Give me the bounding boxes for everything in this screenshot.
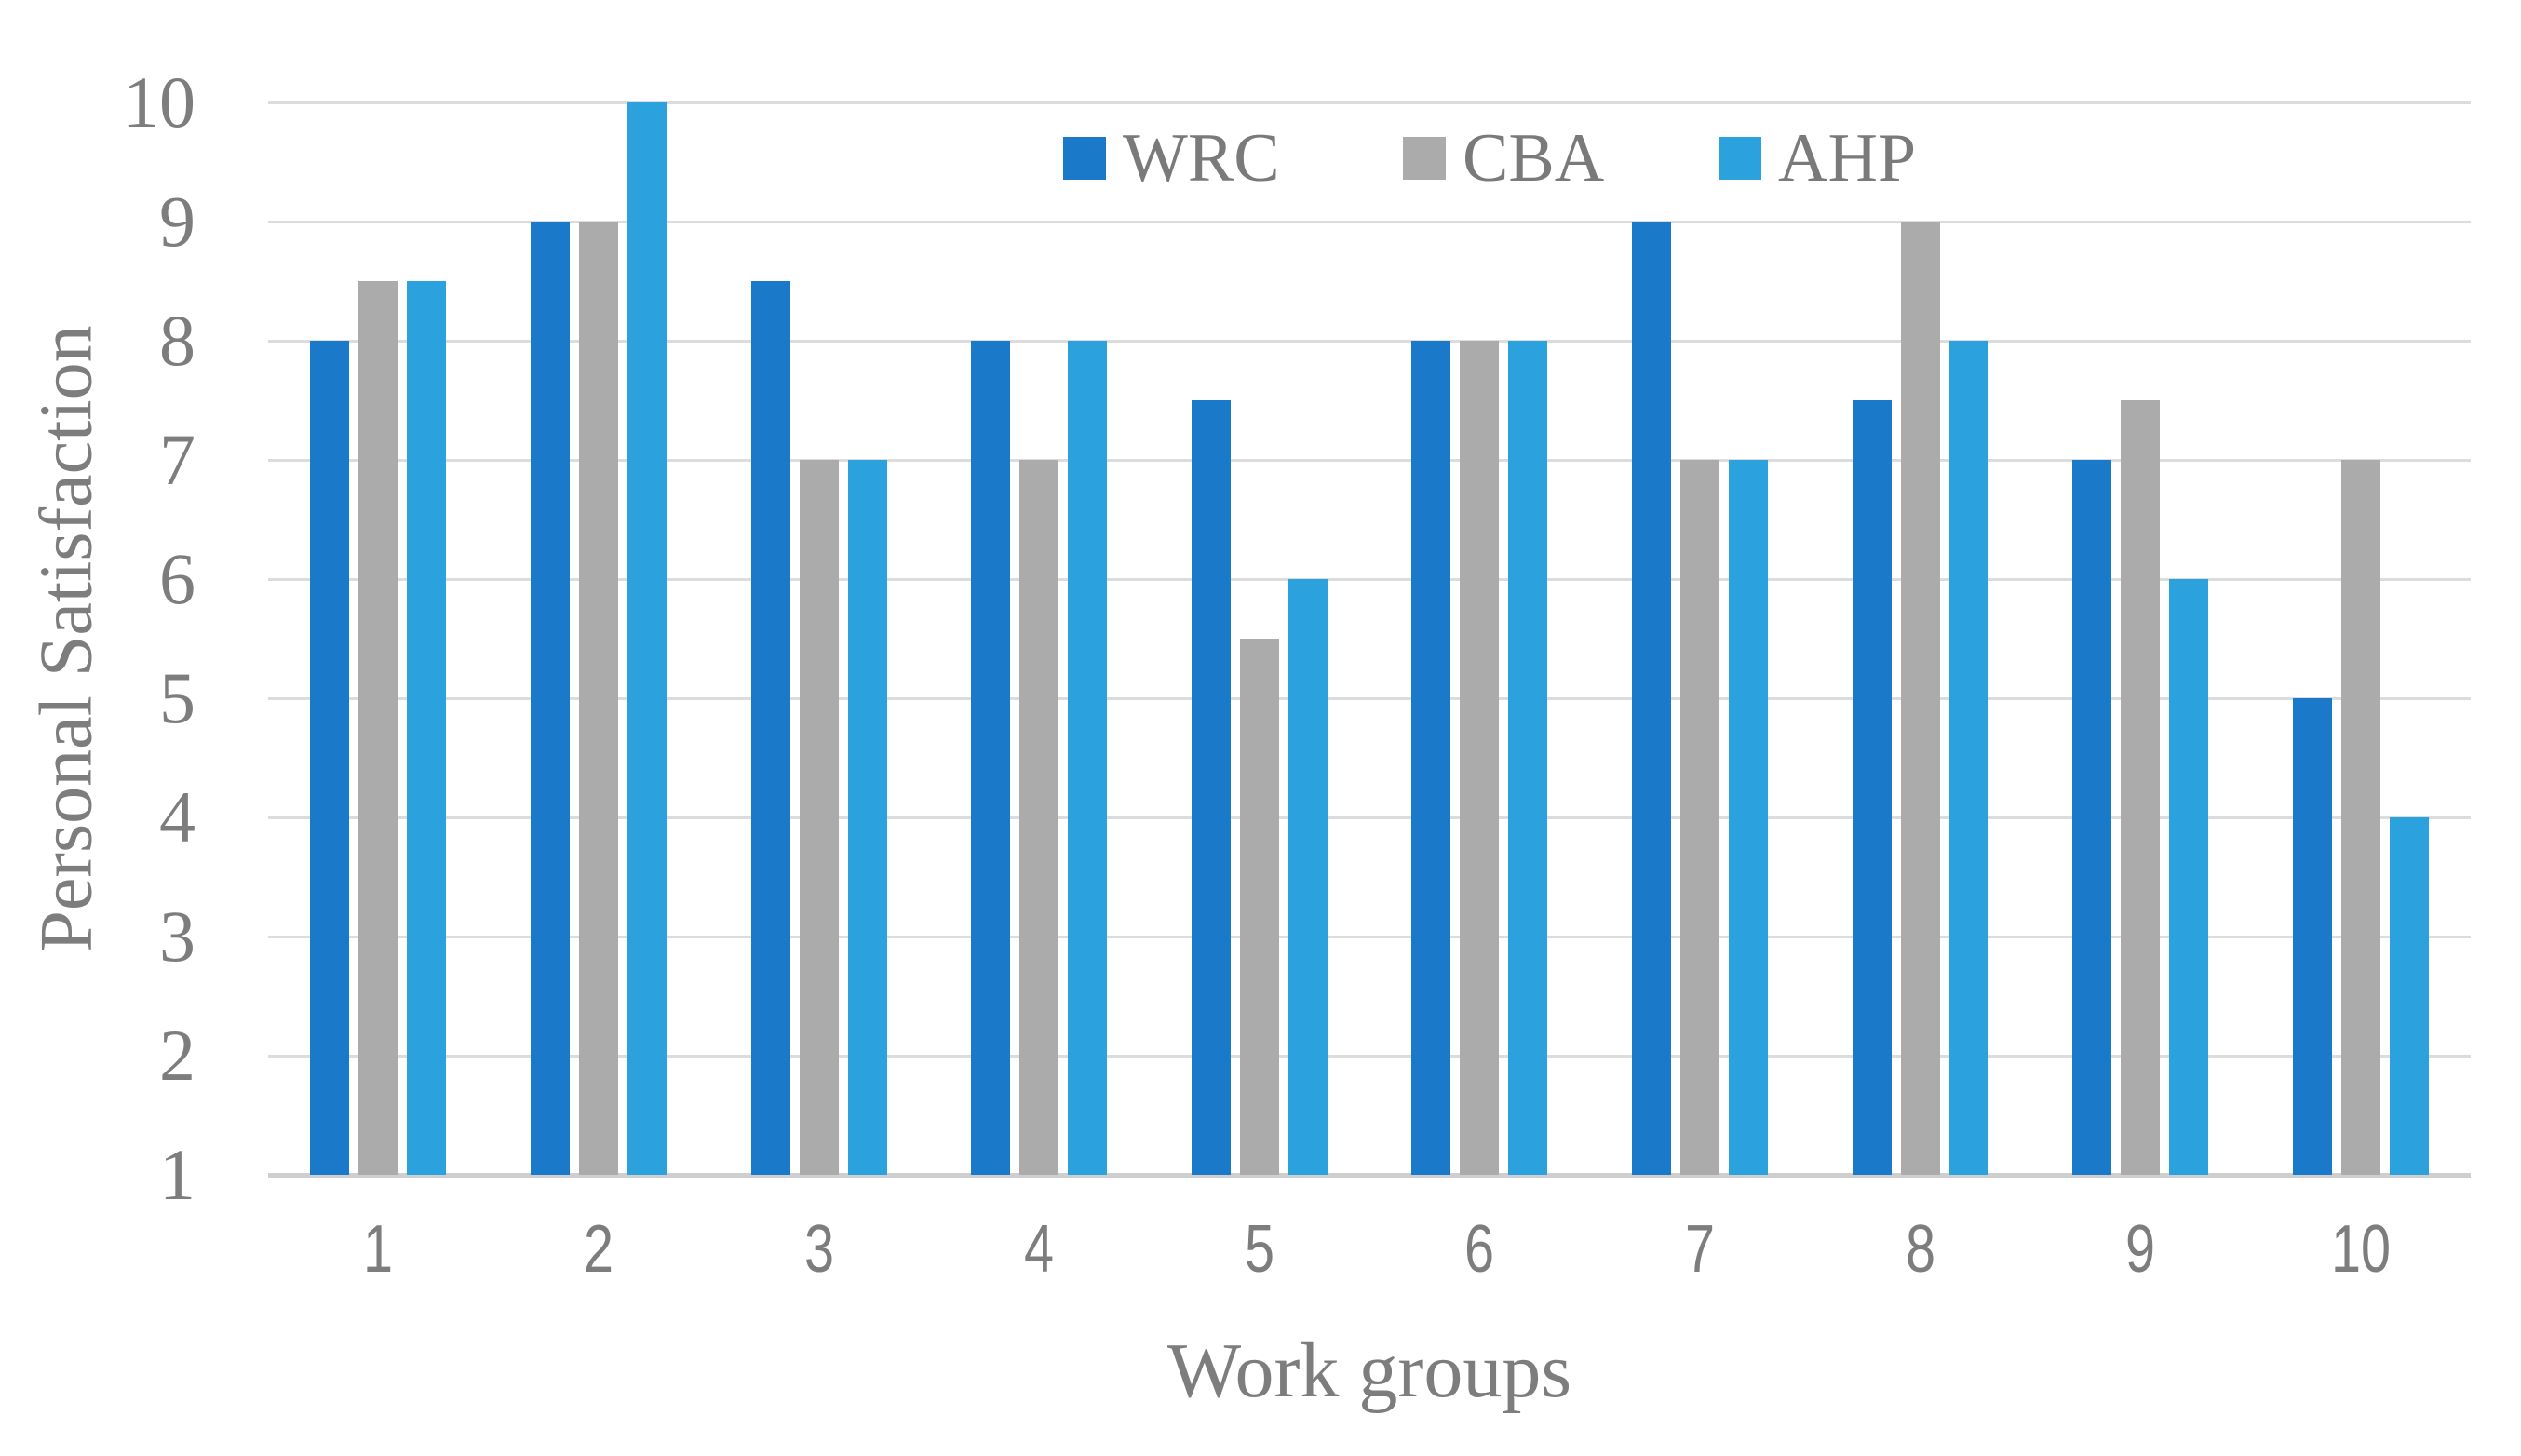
gridline [268,935,2471,938]
x-tick-label-5: 5 [1244,1212,1274,1287]
x-tick-label-6: 6 [1464,1212,1495,1287]
bar-wrc-group-6 [1411,341,1451,1175]
legend-item-cba: CBA [1403,120,1605,196]
gridline [268,577,2471,581]
bar-ahp-group-7 [1728,460,1768,1175]
bar-ahp-group-9 [2169,579,2209,1175]
legend-label-ahp: AHP [1778,120,1917,196]
y-tick-label-2: 2 [159,1015,195,1096]
y-tick-label-1: 1 [159,1134,195,1215]
bar-wrc-group-3 [750,281,790,1175]
x-tick-label-7: 7 [1684,1212,1715,1287]
x-tick-label-9: 9 [2125,1212,2156,1287]
bar-wrc-group-5 [1191,400,1231,1175]
bar-cba-group-9 [2121,400,2161,1175]
y-tick-label-10: 10 [123,61,195,142]
bar-cba-group-10 [2340,460,2380,1175]
bar-ahp-group-4 [1068,341,1108,1175]
bar-cba-group-8 [1900,222,1940,1175]
y-tick-label-5: 5 [159,657,195,738]
y-tick-label-7: 7 [159,419,195,500]
bar-cba-group-5 [1239,639,1279,1175]
gridline [268,458,2471,462]
legend-item-wrc: WRC [1063,120,1280,196]
x-axis-line [268,1172,2471,1178]
y-tick-label-4: 4 [159,776,195,857]
bar-ahp-group-5 [1287,579,1328,1175]
bar-cba-group-7 [1679,460,1719,1175]
x-tick-label-10: 10 [2330,1212,2391,1287]
bar-wrc-group-1 [310,341,350,1175]
gridline [268,220,2471,223]
gridline [268,339,2471,343]
x-tick-label-4: 4 [1024,1212,1055,1287]
legend-label-cba: CBA [1463,120,1605,196]
bar-wrc-group-2 [530,222,570,1175]
plot-area [268,101,2471,1178]
legend-swatch-cba-icon [1403,137,1446,180]
bar-cba-group-1 [358,281,398,1175]
bar-wrc-group-9 [2072,460,2112,1175]
y-tick-label-8: 8 [159,300,195,381]
x-tick-label-2: 2 [583,1212,613,1287]
bar-cba-group-4 [1019,460,1059,1175]
gridline [268,101,2471,104]
bar-cba-group-6 [1460,341,1500,1175]
y-tick-label-3: 3 [159,896,195,977]
bar-cba-group-2 [578,222,618,1175]
bar-ahp-group-6 [1508,341,1548,1175]
bar-wrc-group-8 [1852,400,1892,1175]
x-tick-label-8: 8 [1905,1212,1935,1287]
bar-cba-group-3 [799,460,839,1175]
bar-ahp-group-1 [407,281,447,1175]
bar-ahp-group-3 [847,460,887,1175]
bar-wrc-group-7 [1631,222,1671,1175]
legend-label-wrc: WRC [1123,120,1280,196]
y-tick-label-9: 9 [159,181,195,262]
legend-swatch-ahp-icon [1719,137,1761,180]
gridline [268,816,2471,819]
bar-ahp-group-8 [1948,341,1988,1175]
legend-item-ahp: AHP [1719,120,1917,196]
legend-swatch-wrc-icon [1063,137,1106,180]
x-tick-label-3: 3 [803,1212,834,1287]
bar-ahp-group-10 [2389,817,2429,1175]
bar-ahp-group-2 [627,102,667,1175]
x-tick-label-1: 1 [363,1212,394,1287]
x-axis-title: Work groups [1166,1328,1572,1414]
y-tick-label-6: 6 [159,538,195,619]
gridline [268,1054,2471,1058]
bar-wrc-group-4 [971,341,1011,1175]
gridline [268,696,2471,700]
bar-wrc-group-10 [2292,698,2332,1175]
